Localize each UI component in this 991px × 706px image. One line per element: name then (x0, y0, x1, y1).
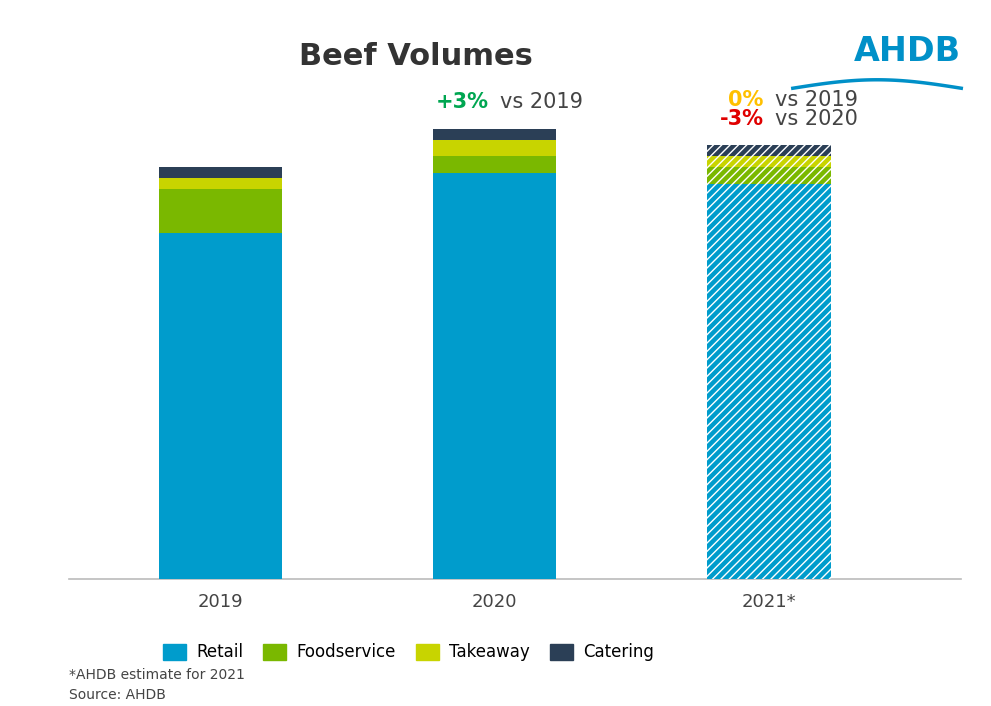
Text: *AHDB estimate for 2021
Source: AHDB: *AHDB estimate for 2021 Source: AHDB (69, 668, 245, 702)
Bar (708, 167, 830, 184)
Bar (159, 167, 282, 178)
Text: -3%: -3% (719, 109, 764, 128)
Bar (708, 156, 830, 167)
Bar (433, 156, 557, 172)
Text: AHDB: AHDB (854, 35, 961, 68)
Bar (159, 178, 282, 189)
Text: Beef Volumes: Beef Volumes (299, 42, 533, 71)
Text: 0%: 0% (728, 90, 764, 109)
Text: vs 2019: vs 2019 (775, 90, 857, 109)
Bar (159, 189, 282, 233)
Bar (708, 145, 830, 156)
Bar (708, 184, 830, 579)
Legend: Retail, Foodservice, Takeaway, Catering: Retail, Foodservice, Takeaway, Catering (156, 637, 661, 668)
Bar (433, 128, 557, 140)
Bar (708, 145, 830, 156)
Bar (708, 167, 830, 184)
Text: vs 2020: vs 2020 (775, 109, 857, 128)
Text: +3%: +3% (436, 92, 490, 112)
Bar (433, 140, 557, 156)
Bar (708, 184, 830, 579)
Bar (433, 172, 557, 579)
Bar (159, 233, 282, 579)
Bar (708, 156, 830, 167)
Text: vs 2019: vs 2019 (500, 92, 584, 112)
